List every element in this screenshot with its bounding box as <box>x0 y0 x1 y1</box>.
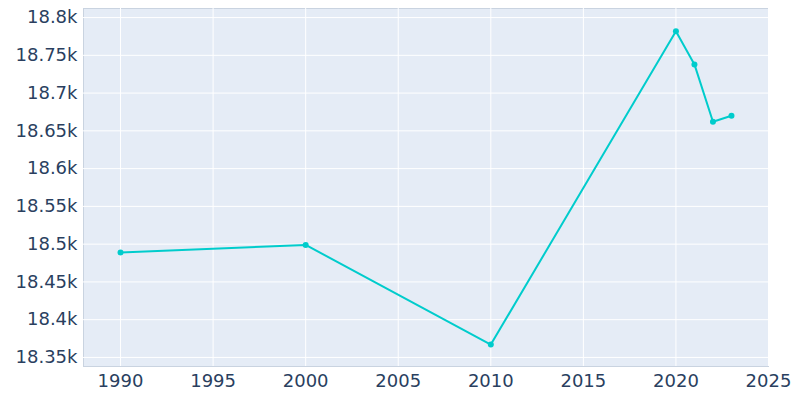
svg-text:18.75k: 18.75k <box>16 44 79 65</box>
svg-text:18.35k: 18.35k <box>16 346 79 367</box>
svg-text:18.6k: 18.6k <box>27 157 78 178</box>
svg-text:18.5k: 18.5k <box>27 233 78 254</box>
svg-text:2020: 2020 <box>653 370 699 391</box>
svg-text:18.4k: 18.4k <box>27 308 78 329</box>
svg-text:1995: 1995 <box>190 370 236 391</box>
svg-text:2025: 2025 <box>746 370 792 391</box>
svg-text:18.8k: 18.8k <box>27 6 78 27</box>
svg-text:2000: 2000 <box>283 370 329 391</box>
svg-text:2015: 2015 <box>560 370 606 391</box>
svg-text:18.65k: 18.65k <box>16 120 79 141</box>
svg-text:2010: 2010 <box>468 370 514 391</box>
svg-text:2005: 2005 <box>375 370 421 391</box>
svg-text:18.55k: 18.55k <box>16 195 79 216</box>
svg-text:1990: 1990 <box>98 370 144 391</box>
svg-text:18.45k: 18.45k <box>16 271 79 292</box>
svg-text:18.7k: 18.7k <box>27 82 78 103</box>
